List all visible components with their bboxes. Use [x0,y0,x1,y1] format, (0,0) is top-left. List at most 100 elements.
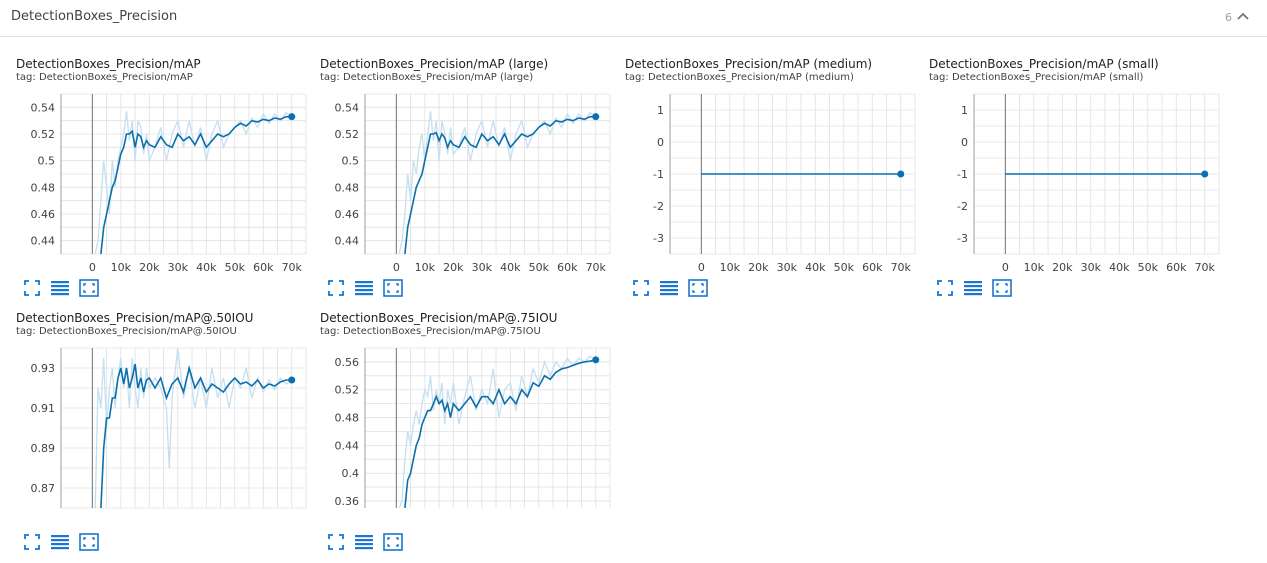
x-tick-label: 40k [500,261,521,274]
x-tick-label: 60k [1166,261,1187,274]
last-point-marker [288,376,296,384]
y-tick-label: 1 [961,104,968,117]
smoothed-series-line [100,115,292,254]
line-chart[interactable]: 0.44 0.46 0.48 0.5 0.52 0.54 0 10k 20k 30k 40k 50k 6… [16,57,316,277]
chart-title: DetectionBoxes_Precision/mAP@.50IOU [16,311,254,325]
y-tick-label: 0.56 [335,356,360,369]
x-tick-label: 20k [443,261,464,274]
line-chart[interactable]: 0.87 0.89 0.91 0.93 [16,311,316,531]
raw-series-line [94,111,293,254]
x-tick-label: 50k [529,261,550,274]
chart-tag: tag: DetectionBoxes_Precision/mAP@.50IOU [16,326,237,337]
y-tick-label: 0.52 [31,128,56,141]
last-point-marker [592,356,600,364]
line-chart[interactable]: -3 -2 -1 0 1 0 10k 20k 30k 40k 50k 60k 70k [625,57,925,277]
fit-domain-icon[interactable] [78,277,100,299]
chart-card-map-small: DetectionBoxes_Precision/mAP (small) tag… [929,57,1229,297]
chart-toolbar [21,277,111,299]
chevron-up-icon[interactable] [1236,10,1250,24]
list-icon[interactable] [962,277,984,299]
x-tick-label: 30k [472,261,493,274]
last-point-marker [592,113,600,121]
y-tick-label: 0.5 [342,155,360,168]
y-tick-label: 0.91 [31,402,56,415]
chart-title: DetectionBoxes_Precision/mAP@.75IOU [320,311,558,325]
x-tick-label: 40k [1109,261,1130,274]
x-tick-label: 50k [225,261,246,274]
chart-card-map-large: DetectionBoxes_Precision/mAP (large) tag… [320,57,620,297]
x-tick-label: 70k [1195,261,1216,274]
last-point-marker [288,113,296,121]
chart-card-map-medium: DetectionBoxes_Precision/mAP (medium) ta… [625,57,925,297]
y-tick-label: 0.46 [31,208,56,221]
grid [365,347,611,508]
list-icon[interactable] [353,277,375,299]
chart-tag: tag: DetectionBoxes_Precision/mAP (mediu… [625,72,854,83]
x-tick-label: 0 [89,261,96,274]
section-count: 6 [1225,11,1232,24]
x-tick-label: 10k [415,261,436,274]
fit-domain-icon[interactable] [991,277,1013,299]
x-tick-label: 20k [1052,261,1073,274]
x-tick-label: 0 [698,261,705,274]
grid [61,347,307,509]
raw-series-line [398,111,597,254]
fullscreen-icon[interactable] [630,277,652,299]
x-tick-label: 70k [586,261,607,274]
fullscreen-icon[interactable] [21,531,43,553]
list-icon[interactable] [49,531,71,553]
chart-tag: tag: DetectionBoxes_Precision/mAP [16,72,193,83]
y-tick-label: 0.48 [335,181,360,194]
chart-toolbar [630,277,720,299]
fit-domain-icon[interactable] [382,531,404,553]
fit-domain-icon[interactable] [382,277,404,299]
x-tick-label: 40k [196,261,217,274]
y-tick-label: 0 [961,136,968,149]
x-tick-label: 10k [111,261,132,274]
last-point-marker [1201,170,1209,178]
chart-tag: tag: DetectionBoxes_Precision/mAP (small… [929,72,1144,83]
x-tick-label: 50k [834,261,855,274]
y-tick-label: -2 [653,200,664,213]
x-tick-label: 20k [139,261,160,274]
list-icon[interactable] [658,277,680,299]
x-tick-label: 70k [891,261,912,274]
y-tick-label: 0.93 [31,362,56,375]
fullscreen-icon[interactable] [325,277,347,299]
list-icon[interactable] [353,531,375,553]
y-tick-label: -3 [653,232,664,245]
fullscreen-icon[interactable] [934,277,956,299]
chart-title: DetectionBoxes_Precision/mAP [16,57,201,71]
chart-card-map-75iou: DetectionBoxes_Precision/mAP@.75IOU tag:… [320,311,620,551]
chart-tag: tag: DetectionBoxes_Precision/mAP (large… [320,72,534,83]
raw-series-line [398,355,597,508]
x-tick-label: 20k [748,261,769,274]
line-chart[interactable]: 0.44 0.46 0.48 0.5 0.52 0.54 0 10k 20k 30k 40k 50k 6… [320,57,620,277]
section-title: DetectionBoxes_Precision [11,9,178,24]
chart-toolbar [21,531,111,553]
x-tick-label: 70k [282,261,303,274]
list-icon[interactable] [49,277,71,299]
section-header: DetectionBoxes_Precision 6 [0,0,1267,37]
y-tick-label: 0.52 [335,384,360,397]
x-tick-label: 60k [557,261,578,274]
chart-card-map: DetectionBoxes_Precision/mAP tag: Detect… [16,57,316,297]
fullscreen-icon[interactable] [325,531,347,553]
last-point-marker [897,170,905,178]
line-chart[interactable]: 0.36 0.4 0.44 0.48 0.52 0.56 [320,311,620,531]
line-chart[interactable]: -3 -2 -1 0 1 0 10k 20k 30k 40k 50k 60k 70k [929,57,1229,277]
y-tick-label: 0.48 [31,181,56,194]
y-tick-label: 0.54 [31,101,56,114]
chart-toolbar [325,531,415,553]
fit-domain-icon[interactable] [687,277,709,299]
y-tick-label: 0.36 [335,495,360,508]
x-tick-label: 50k [1138,261,1159,274]
fit-domain-icon[interactable] [78,531,100,553]
fullscreen-icon[interactable] [21,277,43,299]
chart-tag: tag: DetectionBoxes_Precision/mAP@.75IOU [320,326,541,337]
y-tick-label: 0.5 [38,155,56,168]
x-tick-label: 10k [1024,261,1045,274]
chart-toolbar [934,277,1024,299]
y-tick-label: 0.48 [335,412,360,425]
y-tick-label: 0.87 [31,482,56,495]
